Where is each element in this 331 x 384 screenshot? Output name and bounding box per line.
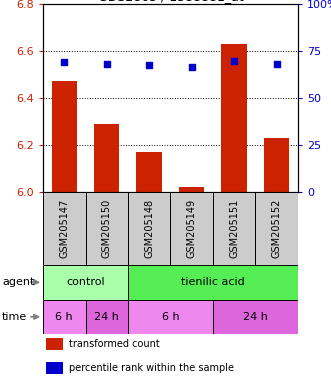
Text: tienilic acid: tienilic acid [181, 277, 245, 287]
Text: 6 h: 6 h [56, 312, 73, 322]
Text: GSM205151: GSM205151 [229, 199, 239, 258]
Bar [46, 338, 64, 350]
Text: GSM205148: GSM205148 [144, 199, 154, 258]
Bar [46, 362, 64, 374]
Bar [43, 265, 128, 300]
Bar [43, 300, 85, 334]
Bar [221, 44, 247, 192]
Text: agent: agent [2, 277, 34, 287]
Bar [128, 265, 298, 300]
Bar [213, 192, 256, 265]
Text: percentile rank within the sample: percentile rank within the sample [69, 363, 233, 373]
Text: 6 h: 6 h [162, 312, 179, 322]
Point [62, 59, 67, 65]
Bar [136, 152, 162, 192]
Text: control: control [66, 277, 105, 287]
Text: transformed count: transformed count [69, 339, 159, 349]
Bar [128, 300, 213, 334]
Point [232, 58, 237, 64]
Bar [85, 300, 128, 334]
Text: 24 h: 24 h [94, 312, 119, 322]
Bar [213, 300, 298, 334]
Text: time: time [2, 312, 27, 322]
Bar [52, 81, 77, 192]
Bar [170, 192, 213, 265]
Title: GDS2863 / 1388881_at: GDS2863 / 1388881_at [98, 0, 243, 3]
Bar [43, 192, 85, 265]
Text: GSM205150: GSM205150 [102, 199, 112, 258]
Text: 24 h: 24 h [243, 312, 268, 322]
Point [147, 62, 152, 68]
Bar [264, 138, 289, 192]
Bar [128, 192, 170, 265]
Text: GSM205147: GSM205147 [59, 199, 69, 258]
Point [274, 61, 279, 67]
Bar [94, 124, 119, 192]
Bar [179, 187, 205, 192]
Point [189, 64, 194, 70]
Text: GSM205149: GSM205149 [187, 199, 197, 258]
Point [104, 61, 110, 67]
Bar [85, 192, 128, 265]
Bar [256, 192, 298, 265]
Text: GSM205152: GSM205152 [272, 199, 282, 258]
